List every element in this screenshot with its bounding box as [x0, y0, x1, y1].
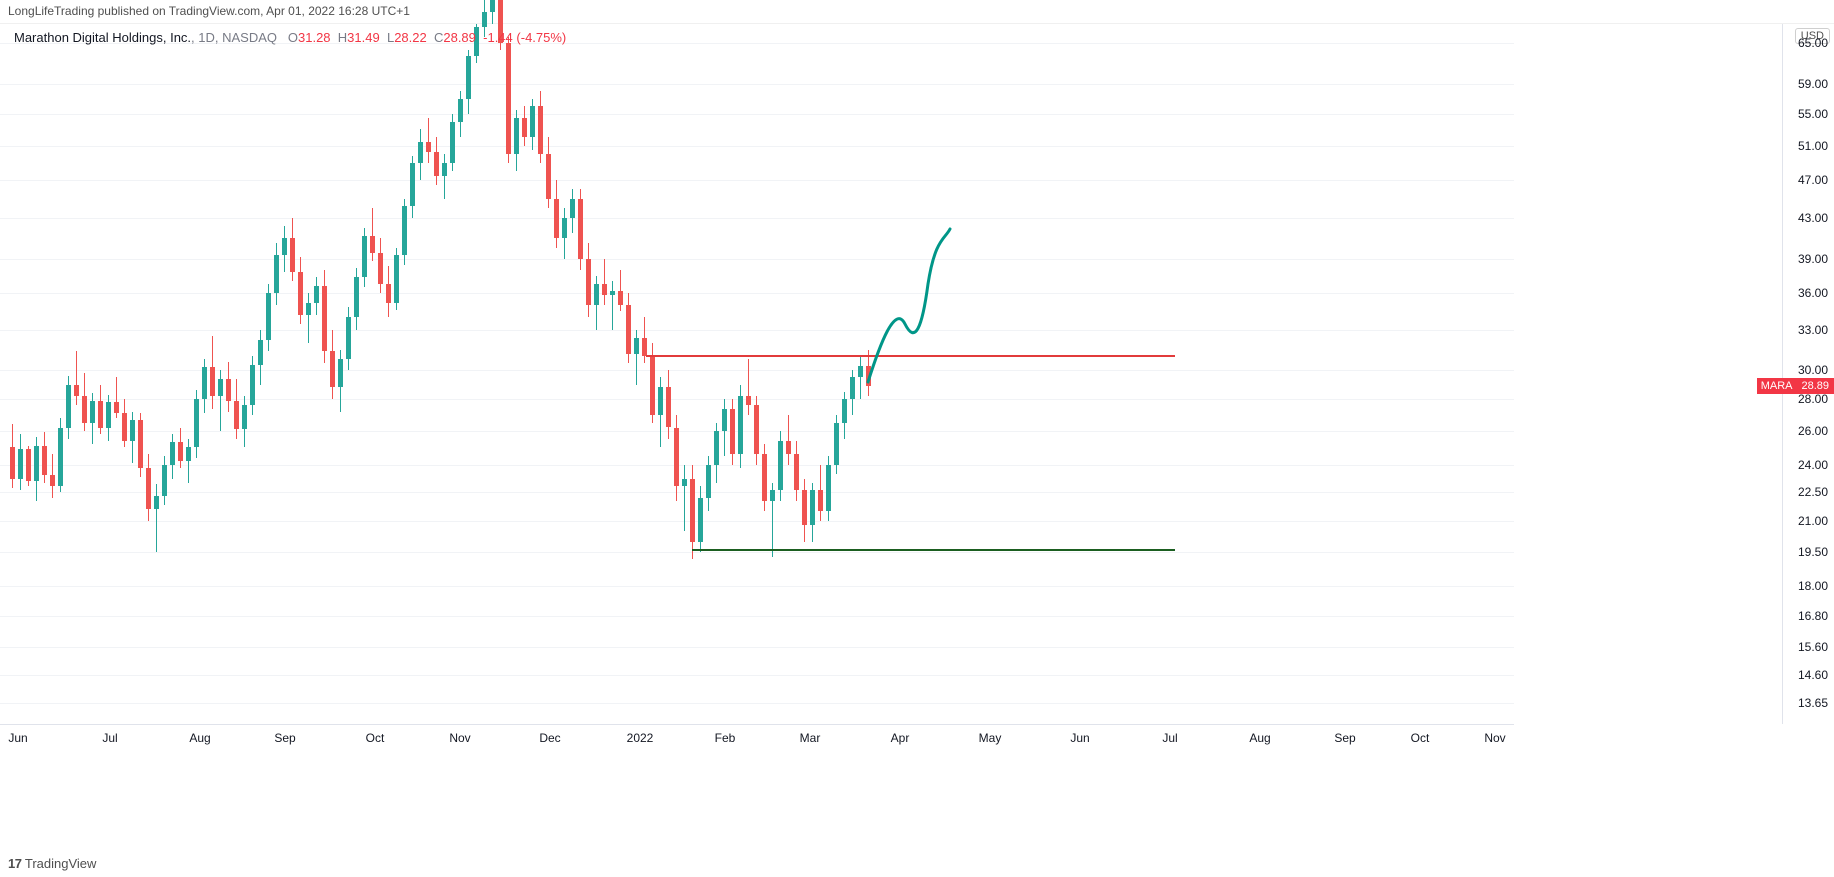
grid-h: [0, 146, 1514, 147]
grid-h: [0, 552, 1514, 553]
watermark-text: TradingView: [25, 856, 97, 871]
c-label: C: [434, 30, 443, 45]
o-val: 31.28: [298, 30, 331, 45]
y-tick: 16.80: [1798, 609, 1828, 623]
y-tick: 30.00: [1798, 363, 1828, 377]
x-tick: Oct: [1411, 731, 1430, 745]
grid-h: [0, 675, 1514, 676]
y-tick: 21.00: [1798, 514, 1828, 528]
x-tick: 2022: [627, 731, 654, 745]
chart-pane[interactable]: Marathon Digital Holdings, Inc., 1D, NAS…: [0, 24, 1514, 724]
price-tag: MARA28.89: [1757, 378, 1834, 394]
grid-h: [0, 703, 1514, 704]
grid-h: [0, 521, 1514, 522]
x-tick: Oct: [366, 731, 385, 745]
price-tag-symbol: MARA: [1757, 378, 1797, 394]
y-tick: 39.00: [1798, 252, 1828, 266]
x-tick: Mar: [800, 731, 821, 745]
x-tick: Feb: [715, 731, 736, 745]
y-tick: 24.00: [1798, 458, 1828, 472]
interval: 1D: [198, 30, 215, 45]
h-val: 31.49: [347, 30, 380, 45]
x-tick: Sep: [274, 731, 295, 745]
change-val: -1.44: [483, 30, 513, 45]
x-tick: Nov: [449, 731, 470, 745]
grid-h: [0, 114, 1514, 115]
x-tick: Jul: [1162, 731, 1177, 745]
y-tick: 28.00: [1798, 392, 1828, 406]
grid-h: [0, 218, 1514, 219]
support-line[interactable]: [692, 549, 1175, 551]
x-tick: Apr: [891, 731, 910, 745]
grid-h: [0, 293, 1514, 294]
x-tick: Aug: [1249, 731, 1270, 745]
x-tick: Jul: [102, 731, 117, 745]
c-val: 28.89: [443, 30, 476, 45]
grid-h: [0, 616, 1514, 617]
y-tick: 36.00: [1798, 286, 1828, 300]
publish-header: LongLifeTrading published on TradingView…: [0, 0, 1834, 24]
y-tick: 14.60: [1798, 668, 1828, 682]
h-label: H: [338, 30, 347, 45]
x-tick: Sep: [1334, 731, 1355, 745]
y-tick: 59.00: [1798, 77, 1828, 91]
change-pct: (-4.75%): [516, 30, 566, 45]
price-tag-value: 28.89: [1796, 378, 1834, 394]
y-tick: 19.50: [1798, 545, 1828, 559]
y-tick: 65.00: [1798, 36, 1828, 50]
x-tick: May: [979, 731, 1002, 745]
grid-h: [0, 330, 1514, 331]
x-tick: Jun: [1070, 731, 1089, 745]
x-tick: Jun: [8, 731, 27, 745]
y-tick: 47.00: [1798, 173, 1828, 187]
o-label: O: [288, 30, 298, 45]
grid-h: [0, 84, 1514, 85]
y-tick: 51.00: [1798, 139, 1828, 153]
y-tick: 13.65: [1798, 696, 1828, 710]
symbol-info: Marathon Digital Holdings, Inc., 1D, NAS…: [14, 30, 566, 45]
grid-h: [0, 259, 1514, 260]
tradingview-watermark: 17 TradingView: [8, 856, 96, 871]
publish-text: LongLifeTrading published on TradingView…: [8, 4, 410, 18]
y-tick: 15.60: [1798, 640, 1828, 654]
grid-h: [0, 492, 1514, 493]
x-tick: Aug: [189, 731, 210, 745]
grid-h: [0, 180, 1514, 181]
exchange: NASDAQ: [222, 30, 277, 45]
price-axis[interactable]: USD 65.0059.0055.0051.0047.0043.0039.003…: [1782, 24, 1834, 724]
y-tick: 22.50: [1798, 485, 1828, 499]
y-tick: 26.00: [1798, 424, 1828, 438]
y-tick: 43.00: [1798, 211, 1828, 225]
x-tick: Nov: [1484, 731, 1505, 745]
symbol-name: Marathon Digital Holdings, Inc.: [14, 30, 191, 45]
y-tick: 33.00: [1798, 323, 1828, 337]
resistance-line[interactable]: [646, 355, 1175, 357]
grid-h: [0, 647, 1514, 648]
y-tick: 55.00: [1798, 107, 1828, 121]
grid-h: [0, 586, 1514, 587]
l-val: 28.22: [394, 30, 427, 45]
time-axis[interactable]: Jun Jul Aug Sep Oct Nov Dec 2022 Feb Mar Apr May Jun…: [0, 724, 1514, 752]
grid-h: [0, 465, 1514, 466]
y-tick: 18.00: [1798, 579, 1828, 593]
x-tick: Dec: [539, 731, 560, 745]
